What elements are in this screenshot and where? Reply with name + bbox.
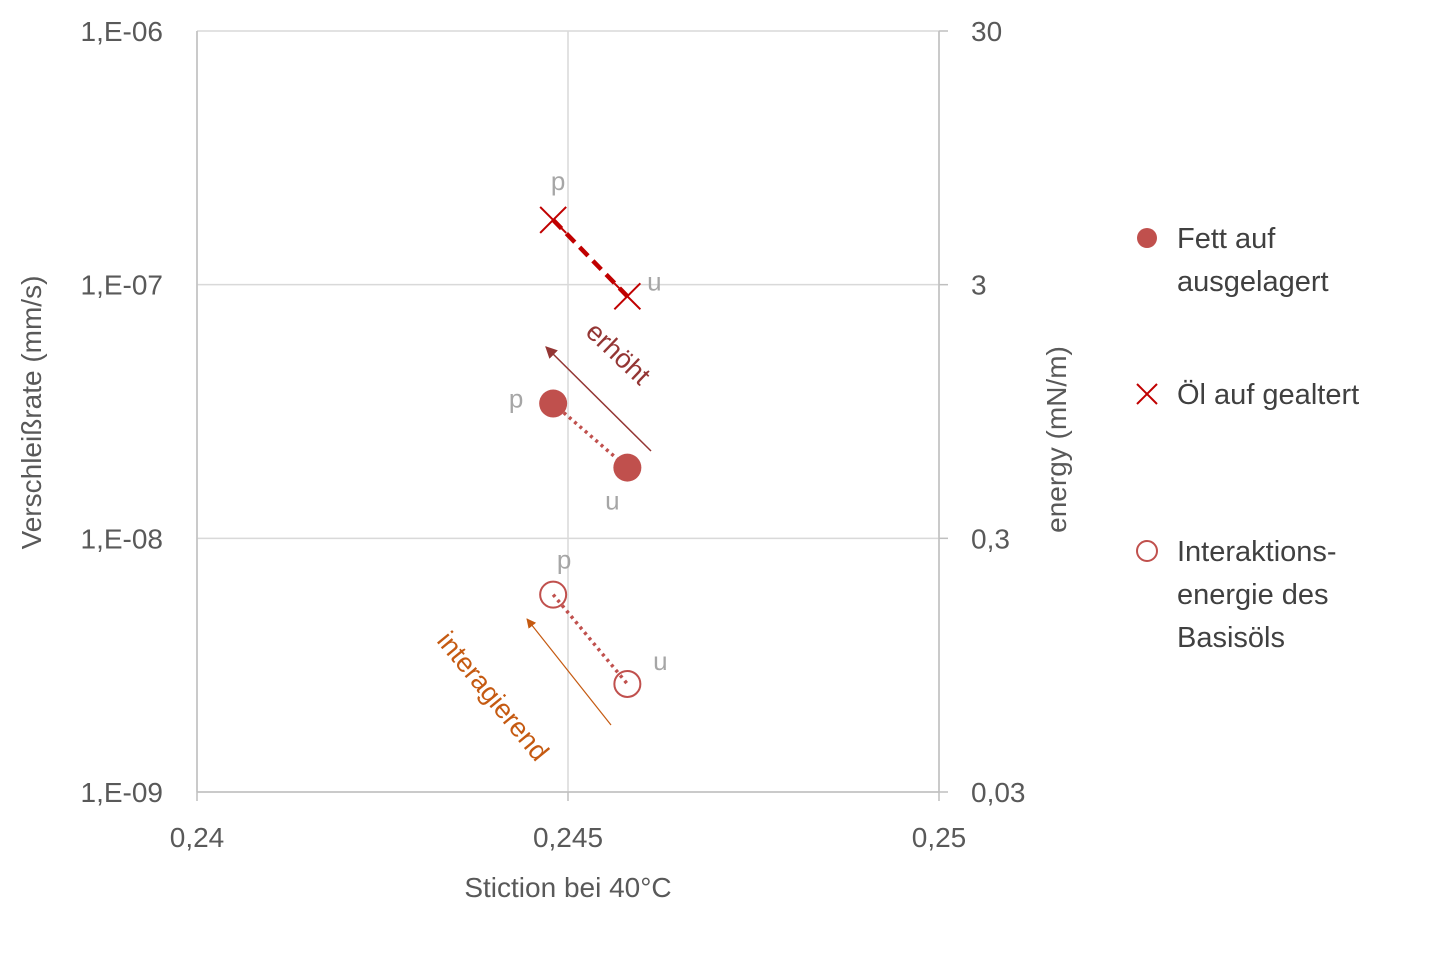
data-point-filled-circle: [539, 389, 568, 418]
y-left-tick-label: 1,E-06: [81, 16, 164, 47]
x-tick-label: 0,25: [912, 822, 967, 853]
x-tick-label: 0,24: [170, 822, 225, 853]
point-label: u: [653, 646, 667, 676]
legend: Fett auf ausgelagert Öl auf gealtert Intera…: [1136, 223, 1359, 654]
y-left-tick-label: 1,E-08: [81, 523, 164, 554]
legend-entry: Öl auf gealtert: [1136, 379, 1359, 411]
point-label: p: [509, 384, 523, 414]
erhoeht-annotation: erhöht: [580, 316, 657, 391]
legend-entry: Fett auf ausgelagert: [1137, 223, 1329, 298]
data-point-x-marker: [613, 282, 642, 310]
data-point-x-marker: [539, 206, 567, 234]
y-left-axis-title: Verschleißrate (mm/s): [16, 276, 47, 550]
y-right-tick-label: 3: [971, 270, 987, 301]
data-point-open-circle: [539, 580, 568, 609]
erhoeht-arrow: [545, 346, 652, 452]
y-right-tick-label: 0,03: [971, 777, 1026, 808]
legend-label: Interaktions-: [1177, 536, 1337, 568]
legend-entry: Interaktions-energie des Basisöls: [1136, 536, 1337, 654]
data-point-filled-circle: [613, 453, 642, 482]
legend-label: Basisöls: [1177, 622, 1285, 654]
interagierend-arrow: [526, 618, 612, 726]
data-markers: p u p u p u: [509, 166, 668, 698]
legend-marker-filled-circle: [1137, 228, 1157, 248]
y-right-tick-label: 0,3: [971, 523, 1010, 554]
point-label: p: [551, 166, 565, 196]
point-label: u: [647, 266, 661, 296]
series-connector-dotted: [552, 402, 629, 469]
point-label: p: [557, 545, 571, 575]
axes: 1,E-09 1,E-08 1,E-07 1,E-06 0,03 0,3 3 30 0,24 0,…: [16, 16, 1072, 903]
y-right-tick-label: 30: [971, 16, 1002, 47]
grid: [196, 30, 940, 793]
x-axis-title: Stiction bei 40°C: [464, 872, 671, 903]
series-connector-dotted: [551, 593, 629, 686]
y-right-axis-title: energy (mN/m): [1041, 346, 1072, 533]
x-tick-label: 0,245: [533, 822, 603, 853]
legend-label: Öl auf gealtert: [1177, 379, 1359, 411]
legend-label: ausgelagert: [1177, 266, 1329, 298]
y-left-tick-label: 1,E-09: [81, 777, 164, 808]
legend-marker-open-circle: [1136, 540, 1158, 562]
legend-label: Fett auf: [1177, 223, 1276, 255]
legend-label: energie des: [1177, 579, 1329, 611]
point-label: u: [605, 486, 619, 516]
legend-marker-x: [1136, 383, 1158, 405]
data-point-open-circle: [613, 669, 642, 698]
series-connectors: [551, 218, 629, 686]
interagierend-annotation: interagierend: [431, 626, 554, 767]
y-left-tick-label: 1,E-07: [81, 270, 164, 301]
annotations: erhöht interagierend: [431, 316, 656, 766]
